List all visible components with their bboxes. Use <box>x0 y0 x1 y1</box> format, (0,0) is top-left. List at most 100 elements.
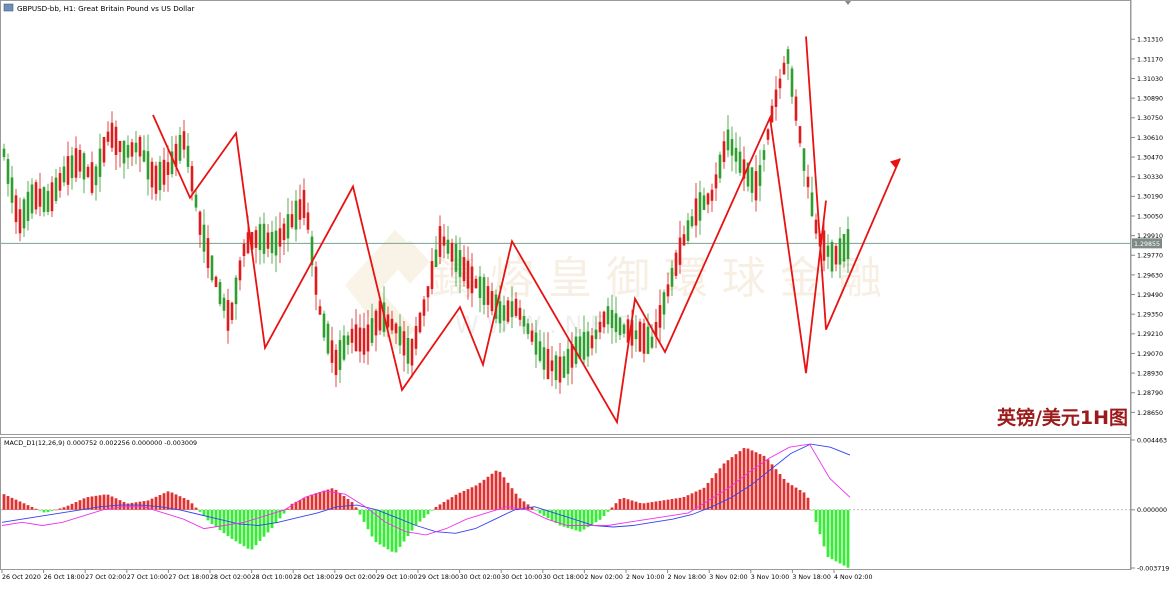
macd-title: MACD_D1(12,26,9) 0.000752 0.002256 0.000… <box>4 439 197 447</box>
price-tick-label: 1.29910 <box>1137 233 1163 240</box>
macd-histogram-bar <box>226 509 230 537</box>
zigzag-projection-line <box>805 36 901 330</box>
macd-histogram-bar <box>274 509 278 524</box>
macd-histogram-bar <box>510 488 514 510</box>
candle-body <box>442 236 446 246</box>
candle-body <box>338 340 342 370</box>
candle-body <box>558 356 562 383</box>
candle-body <box>514 298 518 316</box>
price-tick-label: 1.30190 <box>1137 194 1163 201</box>
macd-histogram-bar <box>830 509 834 560</box>
macd-histogram-bar <box>294 501 298 510</box>
candle-body <box>582 331 586 360</box>
candle-body <box>846 229 850 260</box>
scroll-marker-icon[interactable] <box>845 1 851 5</box>
macd-histogram-bar <box>306 496 310 510</box>
macd-histogram-bar <box>694 491 698 510</box>
price-tick-label: 1.31170 <box>1137 56 1163 63</box>
macd-histogram-bar <box>686 495 690 510</box>
macd-histogram-bar <box>730 457 734 510</box>
candle-body <box>214 276 218 288</box>
time-tick-label: 3 Nov 10:00 <box>751 574 789 581</box>
candle-body <box>822 230 826 261</box>
candle-body <box>162 159 166 185</box>
candle-body <box>374 310 378 336</box>
macd-histogram-bar <box>302 498 306 510</box>
macd-histogram-bar <box>242 509 246 547</box>
macd-tick-label: 0.000000 <box>1137 507 1167 514</box>
candle-body <box>518 307 522 320</box>
candle-body <box>570 343 574 368</box>
macd-histogram-bar <box>678 497 682 510</box>
price-tick-label: 1.28930 <box>1137 370 1163 377</box>
candle-body <box>826 245 830 257</box>
candle-body <box>14 195 18 223</box>
macd-histogram-bar <box>738 451 742 510</box>
macd-histogram-bar <box>374 509 378 542</box>
macd-histogram-bar <box>46 509 50 513</box>
candle-body <box>698 192 702 221</box>
candle-body <box>150 161 154 188</box>
price-tick-label: 1.31030 <box>1137 76 1163 83</box>
zigzag-line <box>152 114 827 425</box>
candle-body <box>410 339 414 366</box>
candle-body <box>798 126 802 144</box>
macd-histogram-bar <box>34 508 38 510</box>
candle-body <box>362 328 366 355</box>
candle-body <box>758 165 762 186</box>
candle-body <box>154 165 158 194</box>
candle-body <box>498 301 502 324</box>
price-tick-label: 1.30050 <box>1137 213 1163 220</box>
candle-body <box>322 313 326 338</box>
macd-histogram-bar <box>522 501 526 510</box>
macd-histogram-bar <box>298 500 302 510</box>
candle-body <box>358 327 362 352</box>
price-tick-label: 1.29210 <box>1137 331 1163 338</box>
price-tick-label: 1.29770 <box>1137 253 1163 260</box>
candle-body <box>46 190 50 212</box>
macd-histogram-bar <box>674 498 678 510</box>
symbol-title: GBPUSD-bb, H1: Great Britain Pound vs US… <box>17 4 195 13</box>
macd-histogram-bar <box>262 509 266 537</box>
price-tick-label: 1.29630 <box>1137 272 1163 279</box>
price-tick-label: 1.30470 <box>1137 154 1163 161</box>
candle-body <box>278 228 282 247</box>
time-tick-label: 27 Oct 02:00 <box>85 574 126 581</box>
macd-histogram-bar <box>626 499 630 510</box>
time-tick-label: 2 Nov 10:00 <box>626 574 664 581</box>
candle-body <box>390 318 394 331</box>
macd-histogram-bar <box>310 494 314 510</box>
candle-body <box>790 68 794 97</box>
candle-body <box>526 323 530 335</box>
macd-histogram-bar <box>542 509 546 516</box>
macd-histogram-bar <box>222 509 226 534</box>
candle-body <box>38 188 42 207</box>
macd-histogram-bar <box>342 495 346 510</box>
candle-body <box>622 324 626 334</box>
pair-label: 英镑/美元1H图 <box>997 406 1128 429</box>
macd-histogram-bar <box>498 471 502 510</box>
macd-histogram-bar <box>810 509 814 511</box>
macd-tick-label: -0.003719 <box>1137 565 1169 572</box>
chart-menu-icon[interactable] <box>3 3 14 12</box>
candle-body <box>138 136 142 157</box>
candle-body <box>330 340 334 363</box>
macd-histogram-bar <box>638 502 642 510</box>
macd-histogram-bar <box>190 503 194 510</box>
macd-histogram-bar <box>266 509 270 533</box>
macd-histogram-bar <box>382 509 386 547</box>
time-tick-label: 28 Oct 02:00 <box>210 574 251 581</box>
macd-histogram-bar <box>182 498 186 510</box>
candle-body <box>754 171 758 201</box>
macd-histogram-bar <box>834 509 838 562</box>
macd-histogram-bar <box>538 509 542 514</box>
candle-body <box>674 252 678 276</box>
candle-body <box>614 313 618 333</box>
candle-body <box>662 292 666 315</box>
time-tick-label: 26 Oct 18:00 <box>44 574 85 581</box>
candle-body <box>334 349 338 376</box>
candle-body <box>426 286 430 298</box>
candle-body <box>478 276 482 298</box>
price-tick-label: 1.30890 <box>1137 96 1163 103</box>
candle-body <box>342 335 346 360</box>
